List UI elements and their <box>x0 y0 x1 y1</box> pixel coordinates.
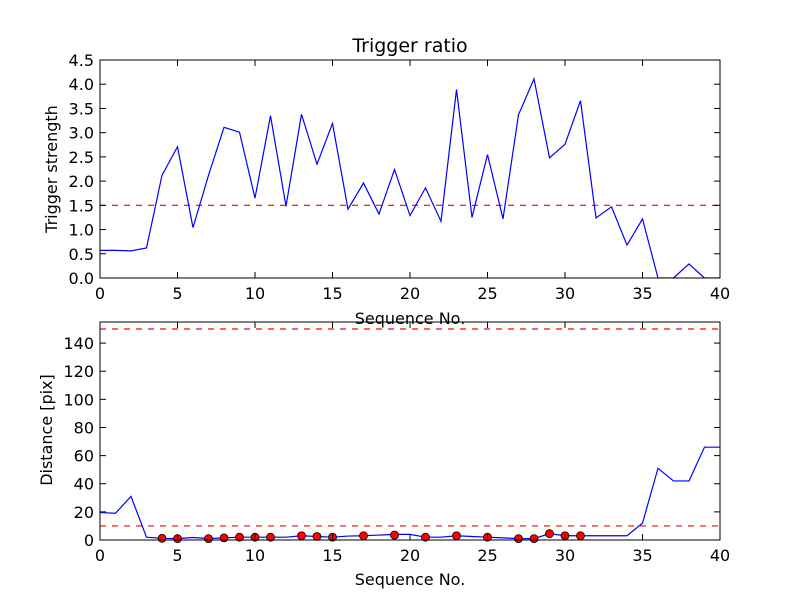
data-point-marker <box>421 532 430 542</box>
y-axis-label: Trigger strength <box>42 105 61 234</box>
x-tick-label: 0 <box>95 546 105 565</box>
data-point-marker <box>235 532 244 542</box>
y-tick-label: 3.5 <box>69 99 94 118</box>
data-point-marker <box>219 533 229 543</box>
y-tick-label: 20 <box>74 503 94 522</box>
x-tick-label: 25 <box>477 284 497 303</box>
x-tick-label: 35 <box>632 284 652 303</box>
x-tick-label: 15 <box>322 284 342 303</box>
y-tick-label: 100 <box>63 390 94 409</box>
data-point-marker <box>359 531 368 541</box>
data-point-marker <box>529 534 539 543</box>
x-tick-label: 5 <box>172 284 182 303</box>
x-tick-label: 10 <box>245 546 265 565</box>
data-point-marker <box>312 532 322 541</box>
y-tick-label: 4.0 <box>69 75 94 94</box>
y-tick-label: 4.5 <box>69 51 94 70</box>
x-tick-label: 20 <box>400 284 420 303</box>
x-axis-label: Sequence No. <box>355 570 466 589</box>
y-tick-label: 140 <box>63 334 94 353</box>
data-point-marker <box>514 534 523 543</box>
x-tick-label: 40 <box>710 546 730 565</box>
ticks: 0 5 10 15 20 25 30 35 40 0 20 40 60 80 100 120 140 <box>63 322 730 565</box>
x-tick-label: 40 <box>710 284 730 303</box>
data-point-marker <box>545 529 554 539</box>
x-tick-label: 30 <box>555 284 575 303</box>
x-tick-label: 5 <box>172 546 182 565</box>
ticks: 0 5 10 15 20 25 30 35 40 0.0 0.5 1.0 1.5 2.0 2.5 3.0 3.5… <box>69 51 731 303</box>
y-tick-label: 120 <box>63 362 94 381</box>
data-point-marker <box>266 532 275 542</box>
y-tick-label: 60 <box>74 447 94 466</box>
data-point-marker <box>452 531 461 541</box>
y-tick-label: 0.0 <box>69 269 94 288</box>
data-point-marker <box>204 534 213 543</box>
plot-area <box>100 76 720 278</box>
x-tick-label: 20 <box>400 546 420 565</box>
y-tick-label: 2.0 <box>69 172 94 191</box>
x-tick-label: 25 <box>477 546 497 565</box>
data-point-marker <box>157 533 167 543</box>
series-line <box>100 76 720 278</box>
plot-clip-group <box>100 76 720 278</box>
y-tick-label: 1.5 <box>69 196 94 215</box>
x-tick-label: 0 <box>95 284 105 303</box>
data-point-marker <box>576 531 585 541</box>
y-tick-label: 3.0 <box>69 124 94 143</box>
y-tick-label: 0.5 <box>69 245 94 264</box>
chart-title: Trigger ratio <box>351 35 467 57</box>
plot-area <box>100 328 720 543</box>
y-axis-label: Distance [pix] <box>37 374 56 486</box>
distance-chart: Sequence No. Distance [pix] 0 5 10 15 20 25 30… <box>37 321 730 589</box>
y-tick-label: 1.0 <box>69 221 94 240</box>
x-tick-label: 30 <box>555 546 575 565</box>
x-tick-label: 15 <box>322 546 342 565</box>
x-axis-label: Sequence No. <box>355 309 466 328</box>
trigger-ratio-chart: Trigger ratio Sequence No. Trigger stren… <box>42 35 730 328</box>
y-tick-label: 0 <box>84 531 94 550</box>
y-tick-label: 40 <box>74 475 94 494</box>
data-point-marker <box>390 530 399 540</box>
x-tick-label: 10 <box>245 284 265 303</box>
y-tick-label: 80 <box>74 418 94 437</box>
x-tick-label: 35 <box>632 546 652 565</box>
data-point-marker <box>297 531 306 541</box>
y-tick-label: 2.5 <box>69 148 94 167</box>
